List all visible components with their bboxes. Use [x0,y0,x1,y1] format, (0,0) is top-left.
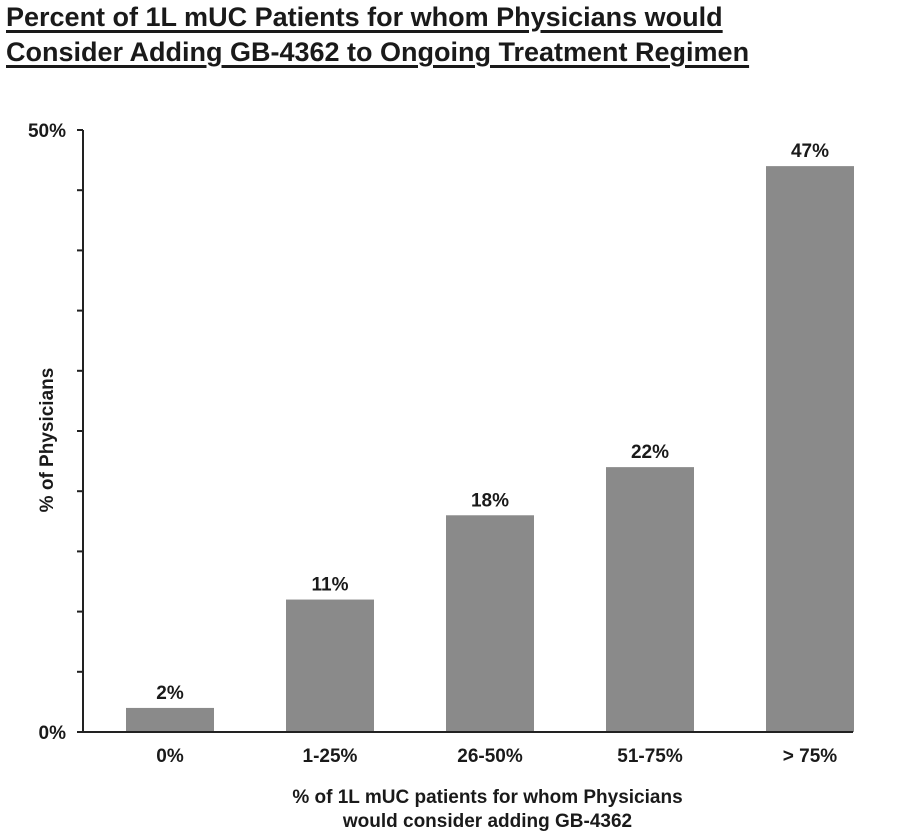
x-axis-label: % of 1L mUC patients for whom Physicians… [0,786,915,834]
x-tick-label: 51-75% [617,746,683,767]
bar [606,467,694,732]
x-tick-label: 26-50% [457,746,523,767]
x-axis-label-line-2: would consider adding GB-4362 [342,811,633,832]
x-axis-label-line-1: % of 1L mUC patients for whom Physicians [292,787,683,808]
x-tick-label: 1-25% [303,746,358,767]
x-tick-label: 0% [156,746,184,767]
bar [126,707,214,732]
x-tick-label: > 75% [783,746,838,767]
y-axis-label: % of Physicians [37,367,58,513]
bar-value-label: 22% [631,442,669,463]
bar-value-label: 2% [156,683,184,704]
chart-title: Percent of 1L mUC Patients for whom Phys… [0,0,915,70]
bar-value-label: 11% [312,575,349,596]
bar [446,515,534,732]
y-axis-label-container: % of Physicians [28,300,68,580]
chart-title-line-1: Percent of 1L mUC Patients for whom Phys… [6,2,723,32]
y-tick-label: 0% [39,723,67,744]
bar [286,599,374,732]
chart-title-line-2: Consider Adding GB-4362 to Ongoing Treat… [6,37,750,67]
y-tick-label: 50% [28,121,66,142]
bar-value-label: 47% [791,141,829,162]
bar [766,166,854,732]
bar-value-label: 18% [471,490,509,511]
